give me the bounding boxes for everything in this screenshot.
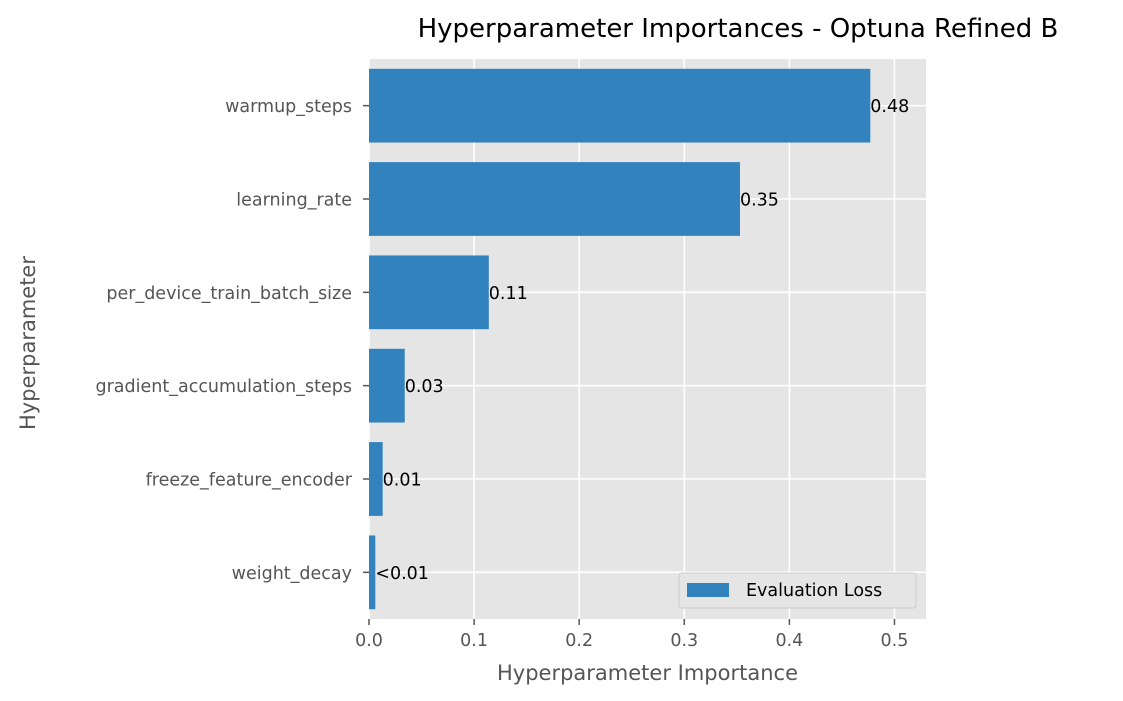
x-tick-label: 0.0	[355, 631, 383, 651]
bar	[369, 68, 871, 143]
x-axis-ticks: 0.0 0.1 0.2 0.3 0.4 0.5	[355, 619, 908, 651]
x-tick-label: 0.2	[565, 631, 593, 651]
x-tick-label: 0.5	[881, 631, 909, 651]
bar-value-label: 0.35	[740, 191, 779, 211]
bar-value-label: 0.01	[383, 471, 422, 491]
y-tick-label: gradient_accumulation_steps	[96, 377, 353, 397]
bar-value-label: <0.01	[375, 564, 429, 584]
y-tick-label: weight_decay	[232, 564, 352, 584]
grid	[368, 59, 926, 619]
bar-value-label: 0.48	[870, 97, 909, 117]
x-tick-label: 0.4	[775, 631, 803, 651]
chart-title: Hyperparameter Importances - Optuna Refi…	[418, 14, 1059, 44]
y-tick-label: freeze_feature_encoder	[146, 471, 353, 491]
legend-box	[678, 572, 917, 609]
bar	[369, 255, 489, 330]
y-axis-label: Hyperparameter	[16, 256, 40, 430]
bar	[369, 162, 740, 236]
y-tick-label: learning_rate	[236, 191, 352, 211]
legend-swatch	[687, 583, 729, 597]
y-tick-label: warmup_steps	[225, 97, 352, 117]
bar-value-label: 0.11	[489, 284, 528, 304]
x-tick-label: 0.3	[670, 631, 698, 651]
plot-area	[369, 59, 926, 619]
bar	[369, 535, 376, 610]
legend: Evaluation Loss	[678, 572, 917, 609]
bar	[369, 348, 405, 423]
bar	[369, 442, 383, 516]
x-axis-label: Hyperparameter Importance	[497, 661, 798, 685]
bars	[369, 68, 871, 610]
y-axis-ticks: warmup_steps learning_rate per_device_trai…	[96, 97, 369, 584]
y-tick-label: per_device_train_batch_size	[106, 284, 352, 304]
legend-label: Evaluation Loss	[746, 581, 882, 601]
bar-value-label: 0.03	[405, 377, 444, 397]
value-labels: 0.48 0.35 0.11 0.03 0.01 <0.01	[375, 97, 909, 584]
x-tick-label: 0.1	[460, 631, 488, 651]
